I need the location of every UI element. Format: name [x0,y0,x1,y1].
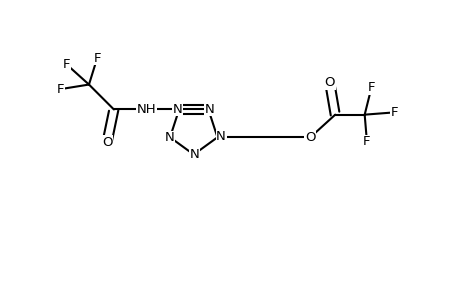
Text: O: O [101,136,112,148]
Text: F: F [62,58,70,71]
Text: F: F [57,82,65,96]
Text: F: F [367,81,375,94]
Text: N: N [164,131,174,144]
Text: F: F [363,135,370,148]
Text: O: O [304,131,315,144]
Text: NH: NH [136,103,156,116]
Text: N: N [190,148,199,161]
Text: F: F [390,106,397,119]
Text: N: N [172,103,182,116]
Text: O: O [324,76,334,89]
Text: N: N [204,103,214,116]
Text: F: F [93,52,101,65]
Text: N: N [216,130,225,143]
